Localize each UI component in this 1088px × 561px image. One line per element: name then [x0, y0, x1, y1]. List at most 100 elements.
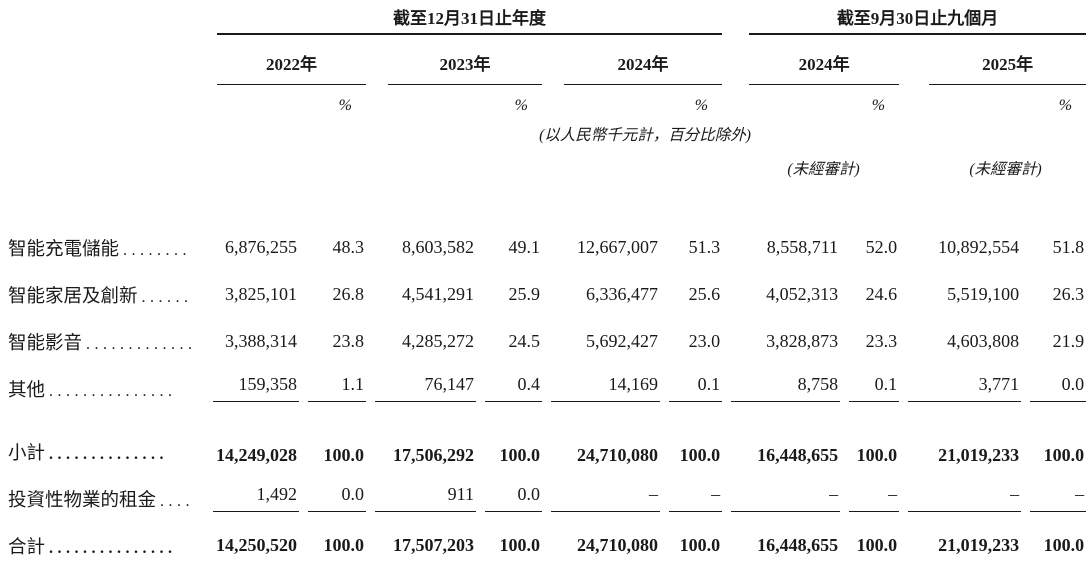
percent-symbol: % [694, 97, 709, 114]
year-header-9m-2025: 2025年 [899, 35, 1087, 85]
cell-value: – [542, 475, 660, 522]
table-row: 小計.............. 14,249,028 100.0 17,506,29… [4, 412, 1086, 475]
table-row: 其他............... 159,358 1.1 76,147 0.4 14,1… [4, 365, 1087, 412]
cell-percent: – [660, 475, 723, 522]
row-label: 智能充電儲能........ [4, 224, 204, 271]
cell-value: – [722, 475, 841, 522]
cell-value: 4,285,272 [402, 331, 474, 352]
cell-value: 17,507,203 [393, 535, 474, 556]
cell-percent: 0.1 [660, 365, 723, 412]
cell-value: 14,169 [542, 365, 660, 412]
percent-symbol: % [871, 97, 886, 114]
year-header-2022: 2022年 [204, 35, 366, 85]
cell-value: 16,448,655 [757, 535, 839, 556]
table-row: 智能影音............. 3,388,314 23.8 4,285,272 2… [4, 318, 1086, 365]
cell-percent: 100.0 [679, 535, 721, 556]
cell-percent: 25.9 [508, 284, 541, 305]
cell-percent: – [1021, 475, 1087, 522]
cell-percent: 100.0 [323, 535, 365, 556]
row-label-text: 智能影音 [8, 333, 83, 354]
table-row: 合計............... 14,250,520 100.0 17,507,2… [4, 522, 1086, 561]
cell-percent: 0.4 [476, 365, 542, 412]
row-label-leader: ............... [49, 382, 177, 400]
cell-value: 14,249,028 [216, 445, 297, 466]
interim-period-title: 截至9月30日止九個月 [749, 10, 1087, 35]
row-label-text: 合計 [8, 537, 46, 558]
row-label: 智能影音............. [4, 318, 204, 365]
row-label: 其他............... [4, 365, 204, 412]
cell-percent: 0.0 [299, 475, 366, 522]
cell-percent: 100.0 [856, 445, 898, 466]
cell-percent: 23.8 [332, 331, 365, 352]
revenue-breakdown-table: 截至12月31日止年度 截至9月30日止九個月 2022年 2023年 2024… [4, 0, 1087, 561]
currency-note-row: (以人民幣千元計，百分比除外) [4, 119, 1086, 149]
cell-value: 8,558,711 [766, 237, 839, 258]
annual-period-header: 截至12月31日止年度 [204, 0, 723, 35]
cell-percent: 21.9 [1052, 331, 1085, 352]
cell-value: 24,710,080 [577, 535, 658, 556]
cell-percent: 23.3 [865, 331, 898, 352]
cell-percent: – [840, 475, 900, 522]
percent-header-row: % % % % % [4, 85, 1086, 119]
cell-value: 4,052,313 [766, 284, 839, 305]
cell-value: 8,603,582 [402, 237, 474, 258]
row-label: 投資性物業的租金.... [4, 475, 204, 522]
cell-value: 1,492 [204, 475, 299, 522]
cell-percent: 51.3 [688, 237, 721, 258]
cell-percent: 100.0 [856, 535, 898, 556]
cell-value: 8,758 [722, 365, 841, 412]
period-spanner-row: 截至12月31日止年度 截至9月30日止九個月 [4, 0, 1087, 35]
cell-percent: 100.0 [1043, 535, 1085, 556]
row-label: 智能家居及創新...... [4, 271, 204, 318]
label-column-header [4, 0, 204, 35]
cell-value: 911 [366, 475, 476, 522]
row-label-text: 智能充電儲能 [8, 239, 120, 260]
interim-period-header: 截至9月30日止九個月 [722, 0, 1087, 35]
table-row: 智能家居及創新...... 3,825,101 26.8 4,541,291 25.9 6… [4, 271, 1086, 318]
cell-value: 21,019,233 [938, 535, 1020, 556]
cell-value: 5,519,100 [947, 284, 1020, 305]
cell-value: 12,667,007 [577, 237, 658, 258]
row-label-text: 小計 [8, 444, 46, 464]
cell-percent: 26.3 [1052, 284, 1085, 305]
cell-value: 3,388,314 [225, 331, 297, 352]
year-header-2023: 2023年 [366, 35, 542, 85]
cell-percent: 100.0 [499, 535, 541, 556]
cell-value: 3,825,101 [225, 284, 297, 305]
cell-value: 14,250,520 [216, 535, 297, 556]
cell-percent: 0.1 [840, 365, 900, 412]
table-body: 智能充電儲能........ 6,876,255 48.3 8,603,582 49.1… [4, 224, 1087, 561]
cell-value: 4,541,291 [402, 284, 474, 305]
cell-value: – [899, 475, 1022, 522]
percent-symbol: % [338, 97, 352, 114]
cell-value: 159,358 [204, 365, 299, 412]
row-label: 合計............... [4, 522, 204, 561]
table-row: 智能充電儲能........ 6,876,255 48.3 8,603,582 49.1… [4, 224, 1086, 271]
year-header-2024: 2024年 [542, 35, 723, 85]
cell-percent: 100.0 [679, 445, 721, 466]
row-label: 小計.............. [4, 412, 204, 475]
cell-percent: 24.6 [865, 284, 898, 305]
cell-percent: 49.1 [508, 237, 541, 258]
annual-period-title: 截至12月31日止年度 [217, 10, 723, 35]
row-label-text: 其他 [8, 380, 46, 401]
cell-percent: 0.0 [1021, 365, 1087, 412]
currency-note: (以人民幣千元計，百分比除外) [539, 127, 751, 144]
percent-symbol: % [514, 97, 528, 114]
cell-percent: 24.5 [508, 331, 541, 352]
cell-percent: 100.0 [1043, 445, 1085, 466]
table-row: 投資性物業的租金.... 1,492 0.0 911 0.0– – – – – – [4, 475, 1087, 522]
cell-percent: 100.0 [499, 445, 541, 466]
cell-percent: 25.6 [688, 284, 721, 305]
cell-value: 24,710,080 [577, 445, 658, 466]
year-header-9m-2024: 2024年 [722, 35, 900, 85]
row-label-leader: ...... [141, 288, 193, 306]
cell-value: 3,771 [899, 365, 1022, 412]
header-body-spacer [4, 187, 1086, 224]
row-label-leader: .... [160, 492, 195, 510]
unaudited-row: (未經審計) (未經審計) [4, 149, 1086, 187]
cell-value: 5,692,427 [586, 331, 658, 352]
row-label-text: 投資性物業的租金 [8, 490, 157, 511]
cell-value: 6,336,477 [586, 284, 658, 305]
cell-value: 16,448,655 [757, 445, 839, 466]
